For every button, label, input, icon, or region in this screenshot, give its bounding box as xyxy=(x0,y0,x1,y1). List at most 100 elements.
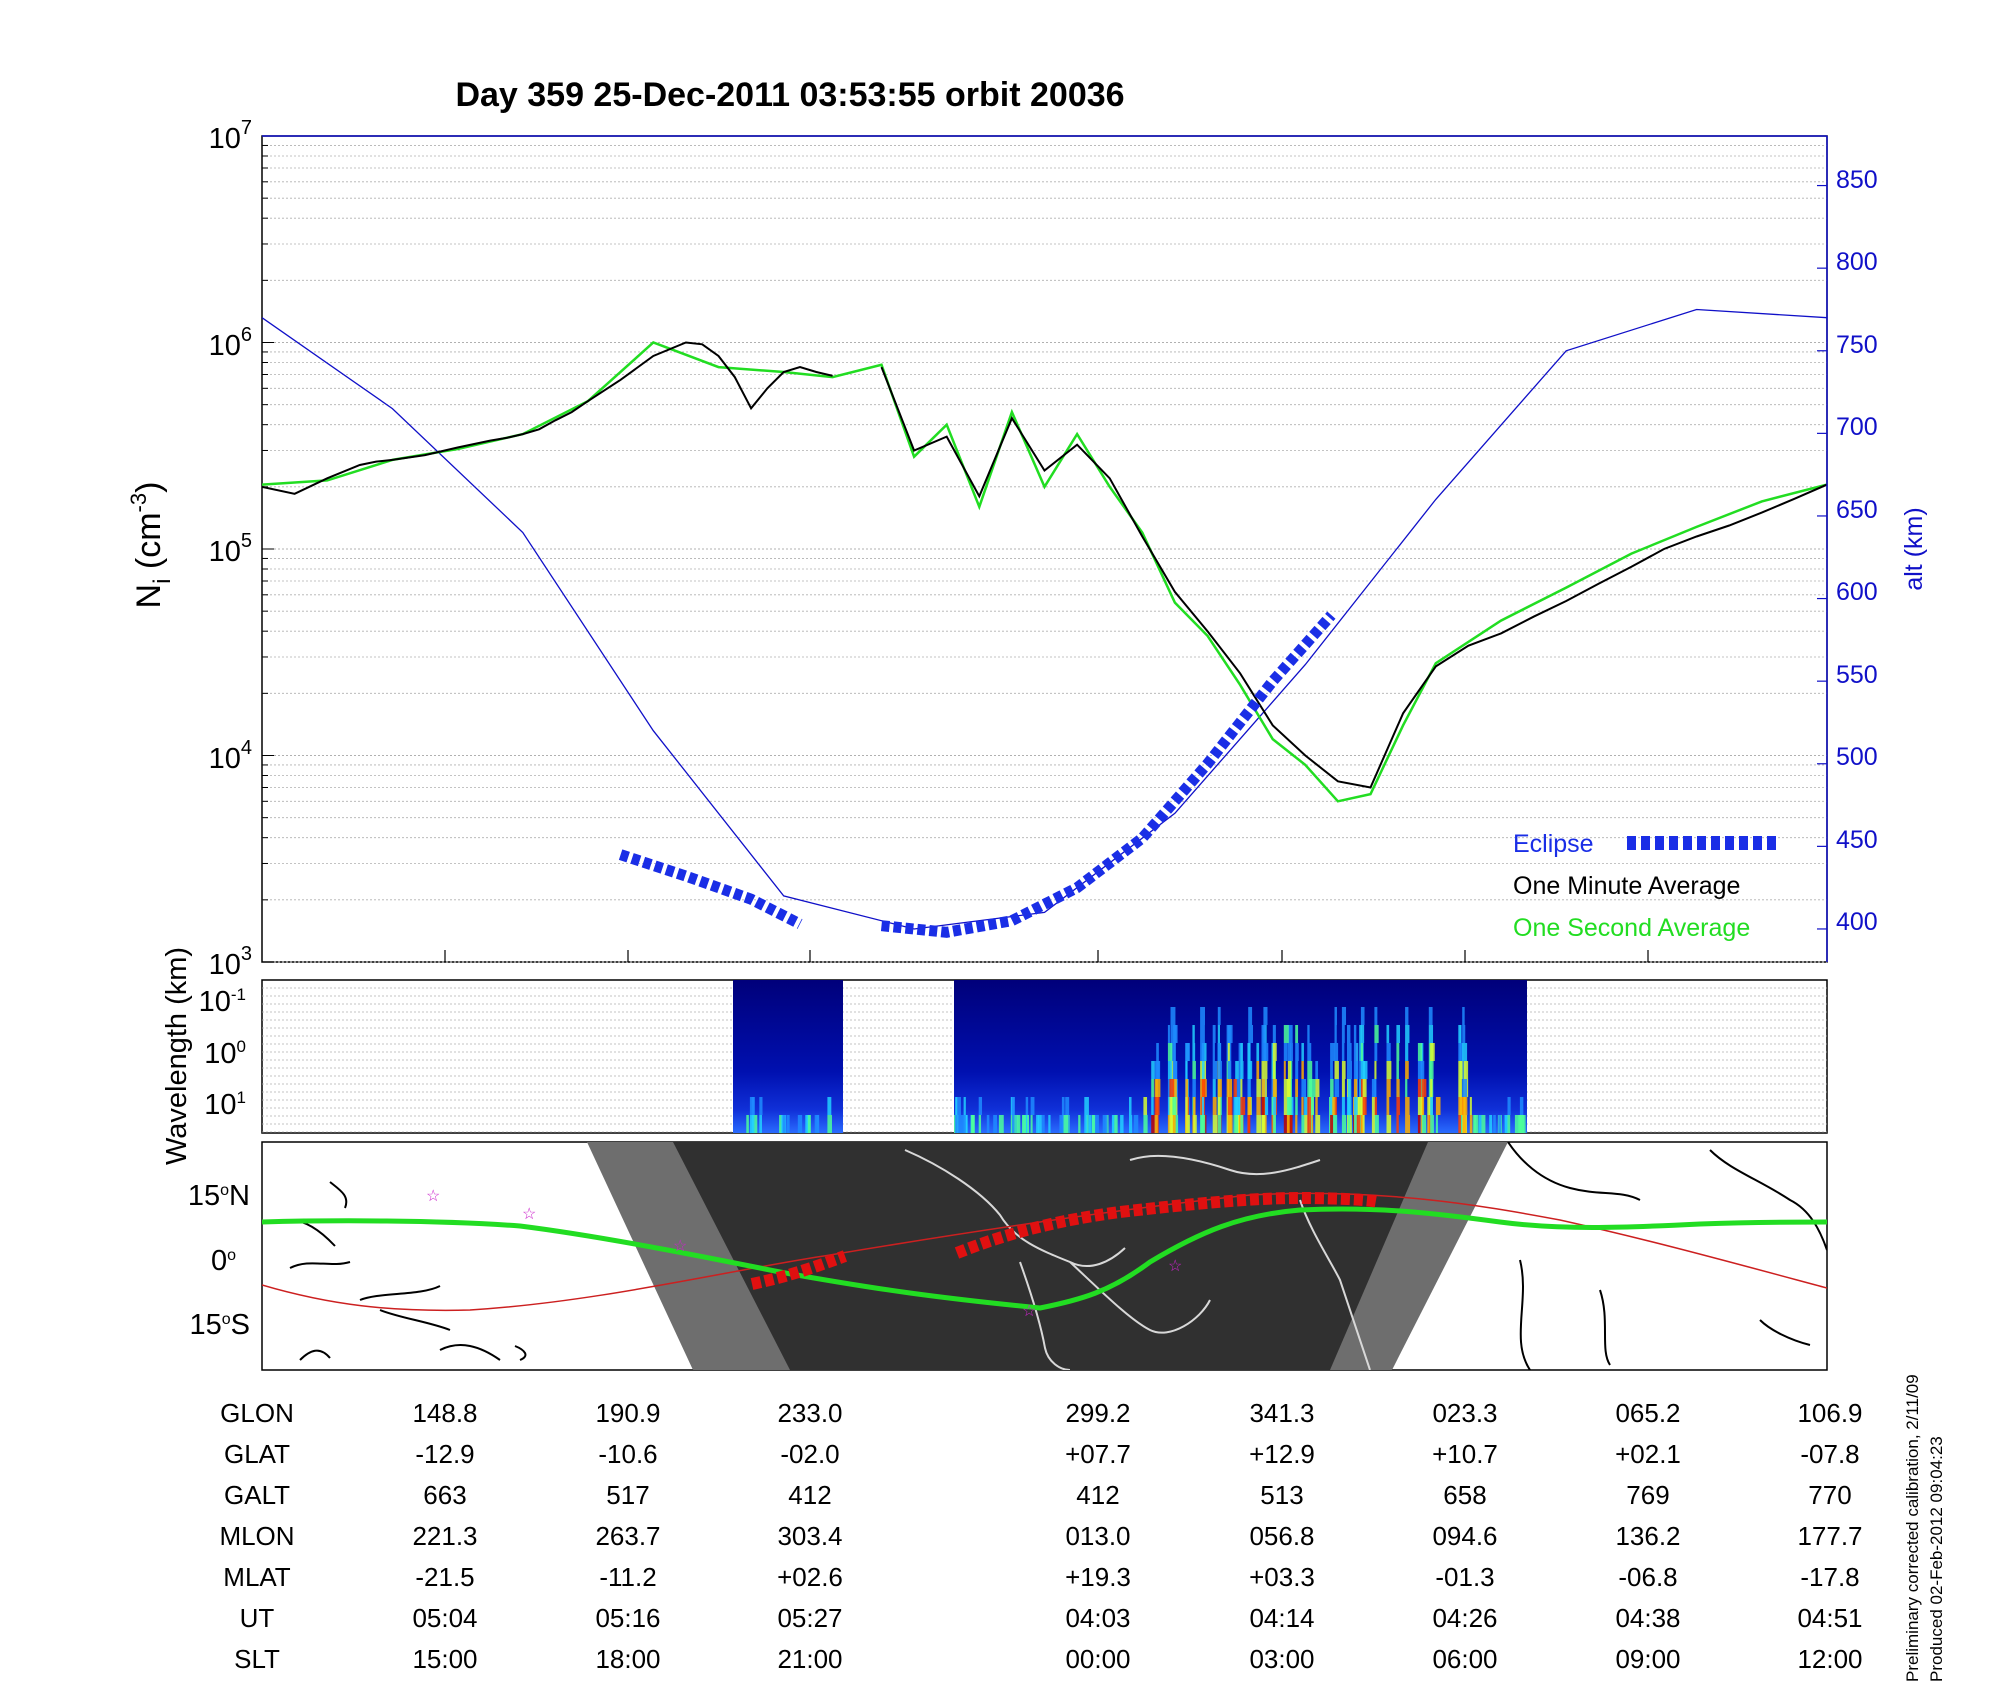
spectrogram-streak xyxy=(1290,1097,1294,1115)
spectrogram-streak xyxy=(1078,1115,1081,1133)
spectrogram-streak xyxy=(1347,1097,1352,1115)
spectrogram-streak xyxy=(1271,1097,1274,1115)
alt-tick-500: 500 xyxy=(1836,743,1878,771)
spectrogram-streak xyxy=(1169,1079,1175,1097)
spectrogram-streak xyxy=(1217,1025,1221,1043)
spectrogram-streak xyxy=(1240,1061,1244,1079)
spectrogram-streak xyxy=(1201,1115,1205,1133)
ni-grid xyxy=(262,144,1827,963)
ephemeris-cell: 094.6 xyxy=(1432,1521,1497,1551)
spectrogram-streak xyxy=(1330,1115,1334,1133)
spectrogram-streak xyxy=(1261,1061,1264,1079)
spectrogram-streak xyxy=(1469,1097,1472,1115)
series-altitude xyxy=(262,308,1827,930)
spectrogram-streak xyxy=(1022,1115,1026,1133)
spectrogram-streak xyxy=(1315,1115,1321,1133)
ni-tick-1e4: 104 xyxy=(209,737,252,775)
ephemeris-cell: -02.0 xyxy=(780,1439,839,1469)
spectrogram-streak xyxy=(1357,1097,1362,1115)
spectrogram-streak xyxy=(1261,1043,1267,1061)
spectrogram-streak xyxy=(749,1097,755,1115)
legend-one-minute: One Minute Average xyxy=(1513,872,1740,900)
spectrogram-streak xyxy=(1430,1061,1434,1079)
spectrogram-streak xyxy=(1427,1097,1432,1115)
spectrogram-streak xyxy=(1301,1061,1304,1079)
spectrogram-streak xyxy=(1341,1007,1347,1025)
spectrogram-streak xyxy=(1025,1097,1029,1115)
ephemeris-cell: +03.3 xyxy=(1249,1562,1315,1592)
series-eclipse-1 xyxy=(618,849,803,929)
chart-title: Day 359 25-Dec-2011 03:53:55 orbit 20036 xyxy=(455,76,1124,114)
spectrogram-streak xyxy=(1396,1025,1401,1043)
spectrogram-streak xyxy=(1330,1079,1334,1097)
spectrogram-streak xyxy=(1315,1061,1319,1079)
spectrogram-streak xyxy=(1059,1115,1064,1133)
wave-tick-0: 100 xyxy=(204,1037,246,1070)
series-eclipse-2 xyxy=(880,611,1336,938)
station-star-3: ☆ xyxy=(673,1238,687,1255)
spectrogram-streak xyxy=(1334,1079,1340,1097)
spectrogram-streak xyxy=(1396,1097,1400,1115)
spectrogram-streak xyxy=(1283,1061,1286,1079)
spectrogram-streak xyxy=(1518,1115,1522,1133)
spectrogram-streak xyxy=(1201,1079,1206,1097)
spectrogram-streak xyxy=(1192,1025,1195,1043)
spectrogram-streak xyxy=(1185,1079,1189,1097)
spectrogram-streak xyxy=(1507,1115,1511,1133)
ni-y-ticks: 107 106 105 104 103 xyxy=(209,117,252,981)
spectrogram-streak xyxy=(1371,1097,1375,1115)
ephemeris-table: GLON GLAT GALT MLON MLAT UT SLT 148.8 190… xyxy=(219,1398,1862,1674)
spectrogram-streak xyxy=(1193,1097,1196,1115)
station-star-5: ☆ xyxy=(1022,1303,1036,1320)
spectrogram-streak xyxy=(998,1115,1004,1133)
spectrogram-streak xyxy=(978,1097,983,1115)
spectrogram-streak xyxy=(1417,1115,1421,1133)
spectrogram-streak xyxy=(1217,1043,1222,1061)
spectrogram-streak xyxy=(1519,1097,1524,1115)
ephemeris-cell: -12.9 xyxy=(415,1439,474,1469)
spectrogram-streak xyxy=(993,1115,997,1133)
spectrogram-streak xyxy=(1212,1061,1218,1079)
spectrogram-streak xyxy=(1156,1043,1159,1061)
ephemeris-cell: 05:16 xyxy=(595,1603,660,1633)
spectrogram-streak xyxy=(1227,1115,1233,1133)
spectrogram-streak xyxy=(1261,1097,1265,1115)
spectrogram-streak xyxy=(1120,1115,1124,1133)
spectrogram-streak xyxy=(1334,1043,1339,1061)
spectrogram-streak xyxy=(1261,1115,1266,1133)
spectrogram-streak xyxy=(1462,1007,1465,1025)
spectrogram-streak xyxy=(1405,1043,1409,1061)
spectrogram-streak xyxy=(1212,1025,1216,1043)
spectrogram-streak xyxy=(1217,1115,1222,1133)
alt-tick-400: 400 xyxy=(1836,908,1878,936)
ephemeris-cell: 177.7 xyxy=(1797,1521,1862,1551)
spectrogram-streak xyxy=(1263,1061,1268,1079)
spectrogram-streak xyxy=(1091,1115,1096,1133)
spectrogram-streak xyxy=(956,1097,961,1115)
spectrogram-streak xyxy=(1154,1061,1160,1079)
spectrogram-streak xyxy=(779,1115,782,1133)
alt-tick-450: 450 xyxy=(1836,826,1878,854)
row-label-mlat: MLAT xyxy=(223,1562,291,1592)
spectrogram-streak xyxy=(1235,1079,1240,1097)
spectrogram-streak xyxy=(782,1115,786,1133)
spectrogram-streak xyxy=(1362,1097,1367,1115)
spectrogram-streak xyxy=(1481,1115,1486,1133)
spectrogram-streak xyxy=(1507,1097,1511,1115)
ephemeris-cell: 517 xyxy=(606,1480,649,1510)
station-star-2: ☆ xyxy=(522,1206,536,1223)
spectrogram-streak xyxy=(1030,1097,1035,1115)
spectrogram-streak xyxy=(1435,1097,1441,1115)
spectrogram-streak xyxy=(1272,1079,1277,1097)
spectrogram-streak xyxy=(1095,1115,1099,1133)
spectrogram-streak xyxy=(1200,1025,1205,1043)
spectrogram-streak xyxy=(1417,1061,1423,1079)
ni-tick-1e3: 103 xyxy=(209,943,252,981)
spectrogram-streak xyxy=(1301,1043,1304,1061)
spectrogram-streak xyxy=(1462,1043,1468,1061)
spectrogram-streak xyxy=(1478,1115,1482,1133)
spectrogram-streak xyxy=(1283,1115,1288,1133)
spectrogram-streak xyxy=(1238,1097,1242,1115)
spectrogram-streak xyxy=(1272,1025,1276,1043)
spectrogram-streak xyxy=(1462,1025,1466,1043)
